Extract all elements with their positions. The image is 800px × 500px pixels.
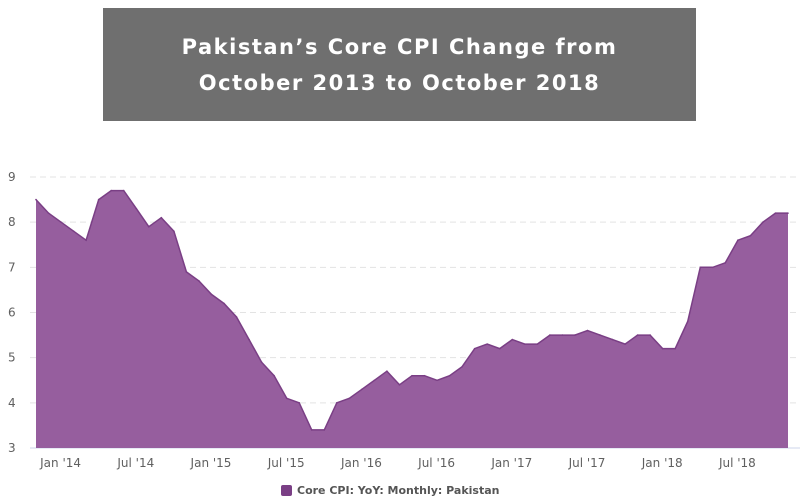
data-point xyxy=(223,302,225,305)
data-point xyxy=(135,207,138,210)
data-point xyxy=(72,230,75,232)
y-tick-label: 5 xyxy=(8,351,16,365)
x-tick-label: Jan '16 xyxy=(340,456,382,470)
y-tick-label: 7 xyxy=(8,260,16,274)
legend-swatch xyxy=(281,485,292,496)
data-point xyxy=(323,429,326,431)
data-point xyxy=(448,374,451,377)
data-point xyxy=(398,383,401,386)
x-tick-label: Jul '17 xyxy=(568,456,606,470)
data-point xyxy=(198,280,200,282)
data-point xyxy=(611,338,614,341)
data-point xyxy=(348,397,351,400)
x-tick-label: Jan '14 xyxy=(39,456,81,470)
data-point xyxy=(787,212,789,214)
data-point xyxy=(210,293,213,296)
x-tick-label: Jan '17 xyxy=(490,456,532,470)
data-point xyxy=(386,370,388,373)
y-tick-label: 4 xyxy=(8,396,16,410)
data-point xyxy=(436,379,438,382)
data-point xyxy=(762,221,764,223)
data-point xyxy=(486,343,489,345)
data-point xyxy=(173,230,175,232)
y-axis: 3 4 5 6 7 8 9 xyxy=(8,170,16,455)
data-point xyxy=(674,347,676,350)
data-point xyxy=(636,334,639,336)
x-tick-label: Jan '15 xyxy=(190,456,232,470)
data-point xyxy=(411,374,413,377)
data-point xyxy=(724,262,727,264)
data-point xyxy=(661,347,664,350)
data-point xyxy=(110,189,112,192)
data-point xyxy=(699,266,702,269)
data-point xyxy=(712,266,714,269)
data-point xyxy=(285,397,288,400)
data-point xyxy=(686,320,689,323)
x-tick-label: Jul '18 xyxy=(718,456,756,470)
data-point xyxy=(273,374,275,377)
data-point xyxy=(461,365,463,368)
data-point xyxy=(148,225,150,228)
data-point xyxy=(160,216,163,219)
data-point xyxy=(235,316,238,318)
data-point xyxy=(423,374,426,377)
data-point xyxy=(511,338,514,341)
data-point xyxy=(574,334,576,336)
y-tick-label: 8 xyxy=(8,215,16,229)
data-point xyxy=(85,239,87,242)
data-point xyxy=(561,334,564,336)
data-point xyxy=(310,429,313,431)
data-point xyxy=(549,334,551,336)
series-area xyxy=(36,190,788,448)
y-tick-label: 3 xyxy=(8,441,16,455)
data-point xyxy=(624,343,626,345)
data-point xyxy=(248,338,250,341)
legend-label: Core CPI: YoY: Monthly: Pakistan xyxy=(297,484,499,497)
data-point xyxy=(260,361,263,363)
data-point xyxy=(336,402,338,404)
data-point xyxy=(498,347,501,350)
x-axis: Jan '14 Jul '14 Jan '15 Jul '15 Jan '16 Jul '… xyxy=(30,447,800,470)
data-point xyxy=(774,212,777,214)
data-point xyxy=(649,334,651,336)
x-tick-label: Jul '15 xyxy=(267,456,305,470)
y-tick-label: 6 xyxy=(8,306,16,320)
data-points xyxy=(35,189,789,431)
chart-title-line-1: Pakistan’s Core CPI Change from xyxy=(181,34,618,59)
chart-title: Pakistan’s Core CPI Change from October … xyxy=(103,8,696,121)
data-point xyxy=(97,198,100,201)
y-tick-label: 9 xyxy=(8,170,16,184)
chart-title-line-2: October 2013 to October 2018 xyxy=(198,70,601,95)
data-point xyxy=(361,388,363,391)
data-point xyxy=(298,402,301,404)
data-point xyxy=(749,234,752,237)
data-point xyxy=(373,379,376,382)
data-point xyxy=(60,221,62,223)
data-point xyxy=(185,271,188,273)
x-tick-label: Jul '16 xyxy=(417,456,455,470)
data-point xyxy=(47,212,50,214)
legend[interactable]: Core CPI: YoY: Monthly: Pakistan xyxy=(281,484,499,497)
data-point xyxy=(122,189,125,192)
data-point xyxy=(586,329,589,332)
data-point xyxy=(473,347,476,350)
data-point xyxy=(536,343,539,345)
x-tick-label: Jan '18 xyxy=(641,456,683,470)
data-point xyxy=(599,334,601,336)
data-point xyxy=(524,343,526,345)
x-tick-label: Jul '14 xyxy=(116,456,154,470)
data-point xyxy=(737,239,739,242)
data-point xyxy=(35,198,37,201)
